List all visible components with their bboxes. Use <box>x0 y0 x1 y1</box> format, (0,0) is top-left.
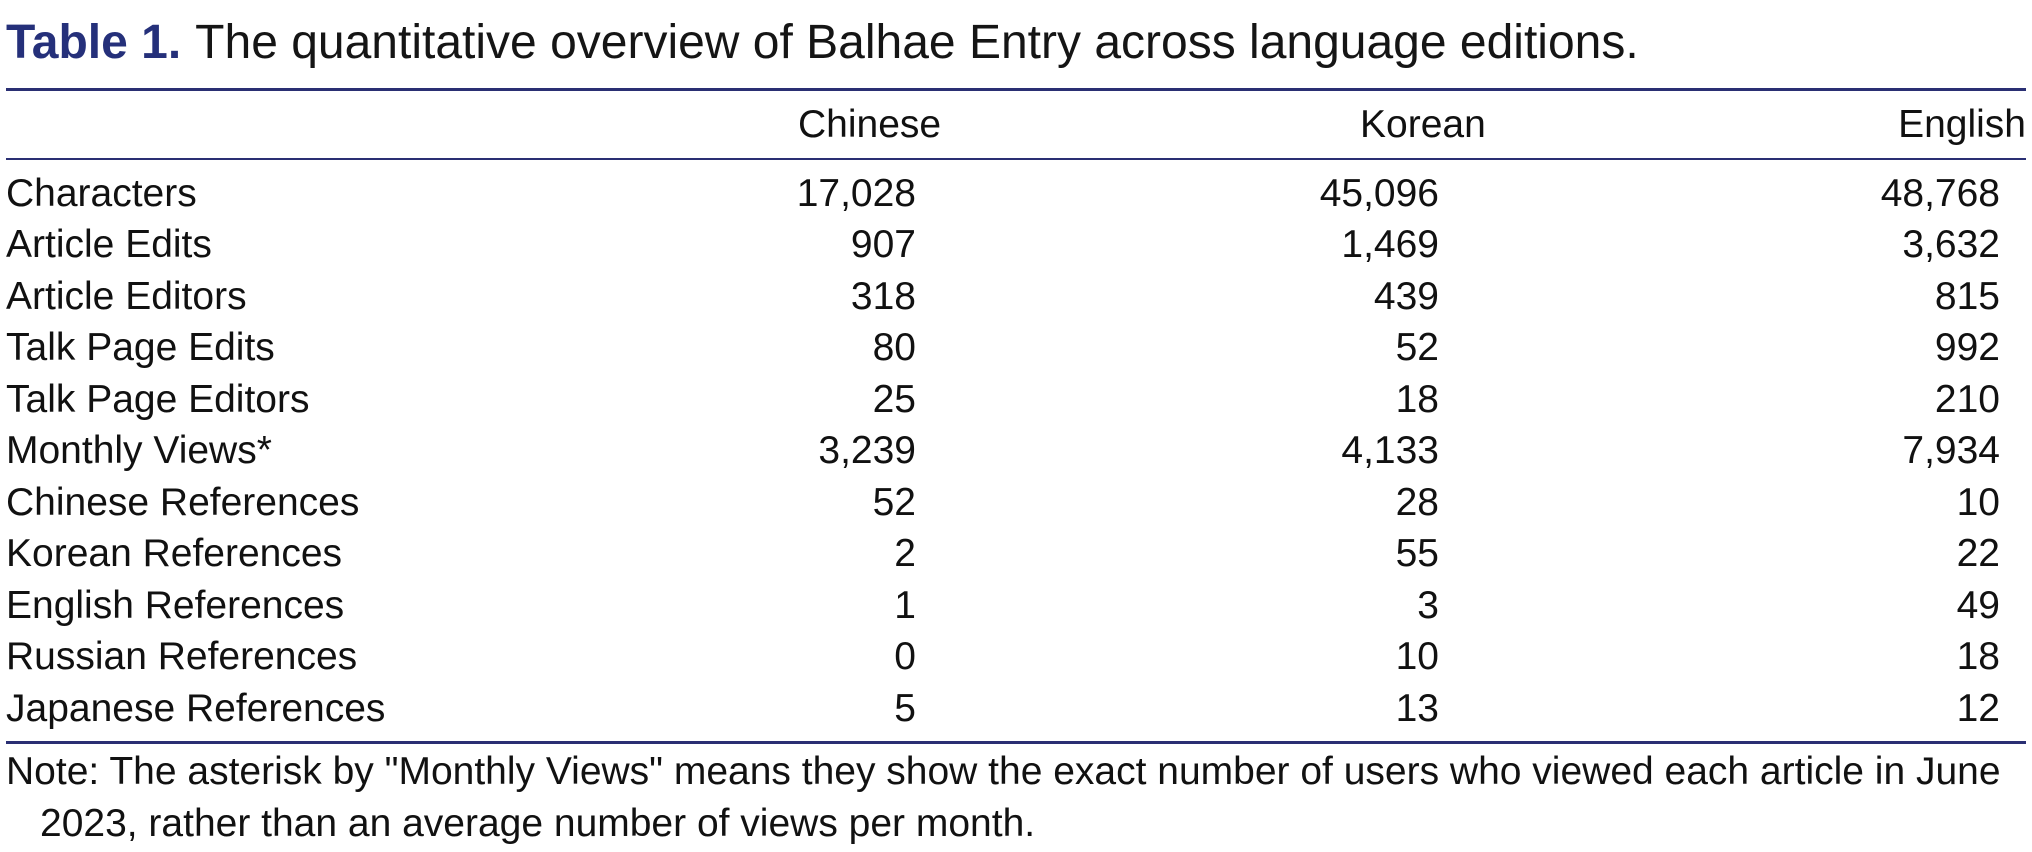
row-label: Russian References <box>6 635 358 679</box>
cell-chinese: 1 <box>894 583 916 627</box>
table-caption-text: The quantitative overview of Balhae Entr… <box>195 16 1639 69</box>
table-row: Talk Page Edits 80 52 992 <box>6 323 2026 375</box>
cell-english: 49 <box>1956 583 2000 627</box>
table-row: Article Editors 318 439 815 <box>6 271 2026 323</box>
row-label: Chinese References <box>6 480 360 524</box>
table-row: Characters 17,028 45,096 48,768 <box>6 160 2026 220</box>
table-note: Note: The asterisk by "Monthly Views" me… <box>6 744 2026 850</box>
table-caption: Table 1. The quantitative overview of Ba… <box>6 0 2026 86</box>
cell-korean: 3 <box>1417 583 1439 627</box>
cell-korean: 55 <box>1395 532 1439 576</box>
table-note-line-1: Note: The asterisk by "Monthly Views" me… <box>6 749 2001 793</box>
table-row: Russian References 0 10 18 <box>6 632 2026 684</box>
table-row: English References 1 3 49 <box>6 580 2026 632</box>
data-table: Chinese Korean English <box>6 91 2026 158</box>
cell-korean: 439 <box>1373 274 1439 318</box>
table-row: Monthly Views* 3,239 4,133 7,934 <box>6 426 2026 478</box>
table-row: Talk Page Editors 25 18 210 <box>6 374 2026 426</box>
cell-english: 10 <box>1956 480 2000 524</box>
cell-english: 210 <box>1934 377 2000 421</box>
row-label: English References <box>6 583 345 627</box>
cell-korean: 28 <box>1395 480 1439 524</box>
cell-chinese: 5 <box>894 686 916 730</box>
table-caption-label: Table 1. <box>6 16 182 69</box>
cell-korean: 52 <box>1395 326 1439 370</box>
cell-english: 3,632 <box>1902 223 2000 267</box>
cell-korean: 13 <box>1395 686 1439 730</box>
row-label: Japanese References <box>6 686 386 730</box>
table-bottom-rule <box>6 740 2026 744</box>
cell-korean: 4,133 <box>1341 429 1439 473</box>
cell-korean: 18 <box>1395 377 1439 421</box>
table-row: Chinese References 52 28 10 <box>6 477 2026 529</box>
column-header-empty <box>6 91 696 158</box>
table-row: Japanese References 5 13 12 <box>6 683 2026 741</box>
cell-chinese: 0 <box>894 635 916 679</box>
row-label: Talk Page Editors <box>6 377 310 421</box>
cell-chinese: 2 <box>894 532 916 576</box>
row-label: Monthly Views* <box>6 429 272 473</box>
row-label: Korean References <box>6 532 343 576</box>
cell-korean: 10 <box>1395 635 1439 679</box>
cell-chinese: 318 <box>850 274 916 318</box>
cell-chinese: 907 <box>850 223 916 267</box>
cell-chinese: 52 <box>872 480 916 524</box>
cell-chinese: 25 <box>872 377 916 421</box>
cell-english: 18 <box>1956 635 2000 679</box>
cell-korean: 45,096 <box>1319 171 1439 215</box>
cell-english: 12 <box>1956 686 2000 730</box>
cell-english: 7,934 <box>1902 429 2000 473</box>
cell-english: 992 <box>1934 326 2000 370</box>
data-table-body: Characters 17,028 45,096 48,768 Article … <box>6 160 2026 741</box>
column-header-chinese: Chinese <box>798 102 942 146</box>
cell-chinese: 3,239 <box>818 429 916 473</box>
cell-english: 815 <box>1934 274 2000 318</box>
cell-chinese: 80 <box>872 326 916 370</box>
cell-chinese: 17,028 <box>796 171 916 215</box>
column-header-korean: Korean <box>1360 102 1486 146</box>
cell-english: 48,768 <box>1880 171 2000 215</box>
column-header-english: English <box>1898 102 2026 146</box>
row-label: Talk Page Edits <box>6 326 275 370</box>
table-row: Article Edits 907 1,469 3,632 <box>6 220 2026 272</box>
table-header-row: Chinese Korean English <box>6 91 2026 158</box>
table-header-rule <box>6 158 2026 160</box>
table-row: Korean References 2 55 22 <box>6 529 2026 581</box>
table-note-line-2: 2023, rather than an average number of v… <box>40 801 1036 845</box>
table-top-rule <box>6 88 2026 91</box>
row-label: Article Editors <box>6 274 247 318</box>
cell-english: 22 <box>1956 532 2000 576</box>
row-label: Characters <box>6 171 197 215</box>
row-label: Article Edits <box>6 223 212 267</box>
cell-korean: 1,469 <box>1341 223 1439 267</box>
